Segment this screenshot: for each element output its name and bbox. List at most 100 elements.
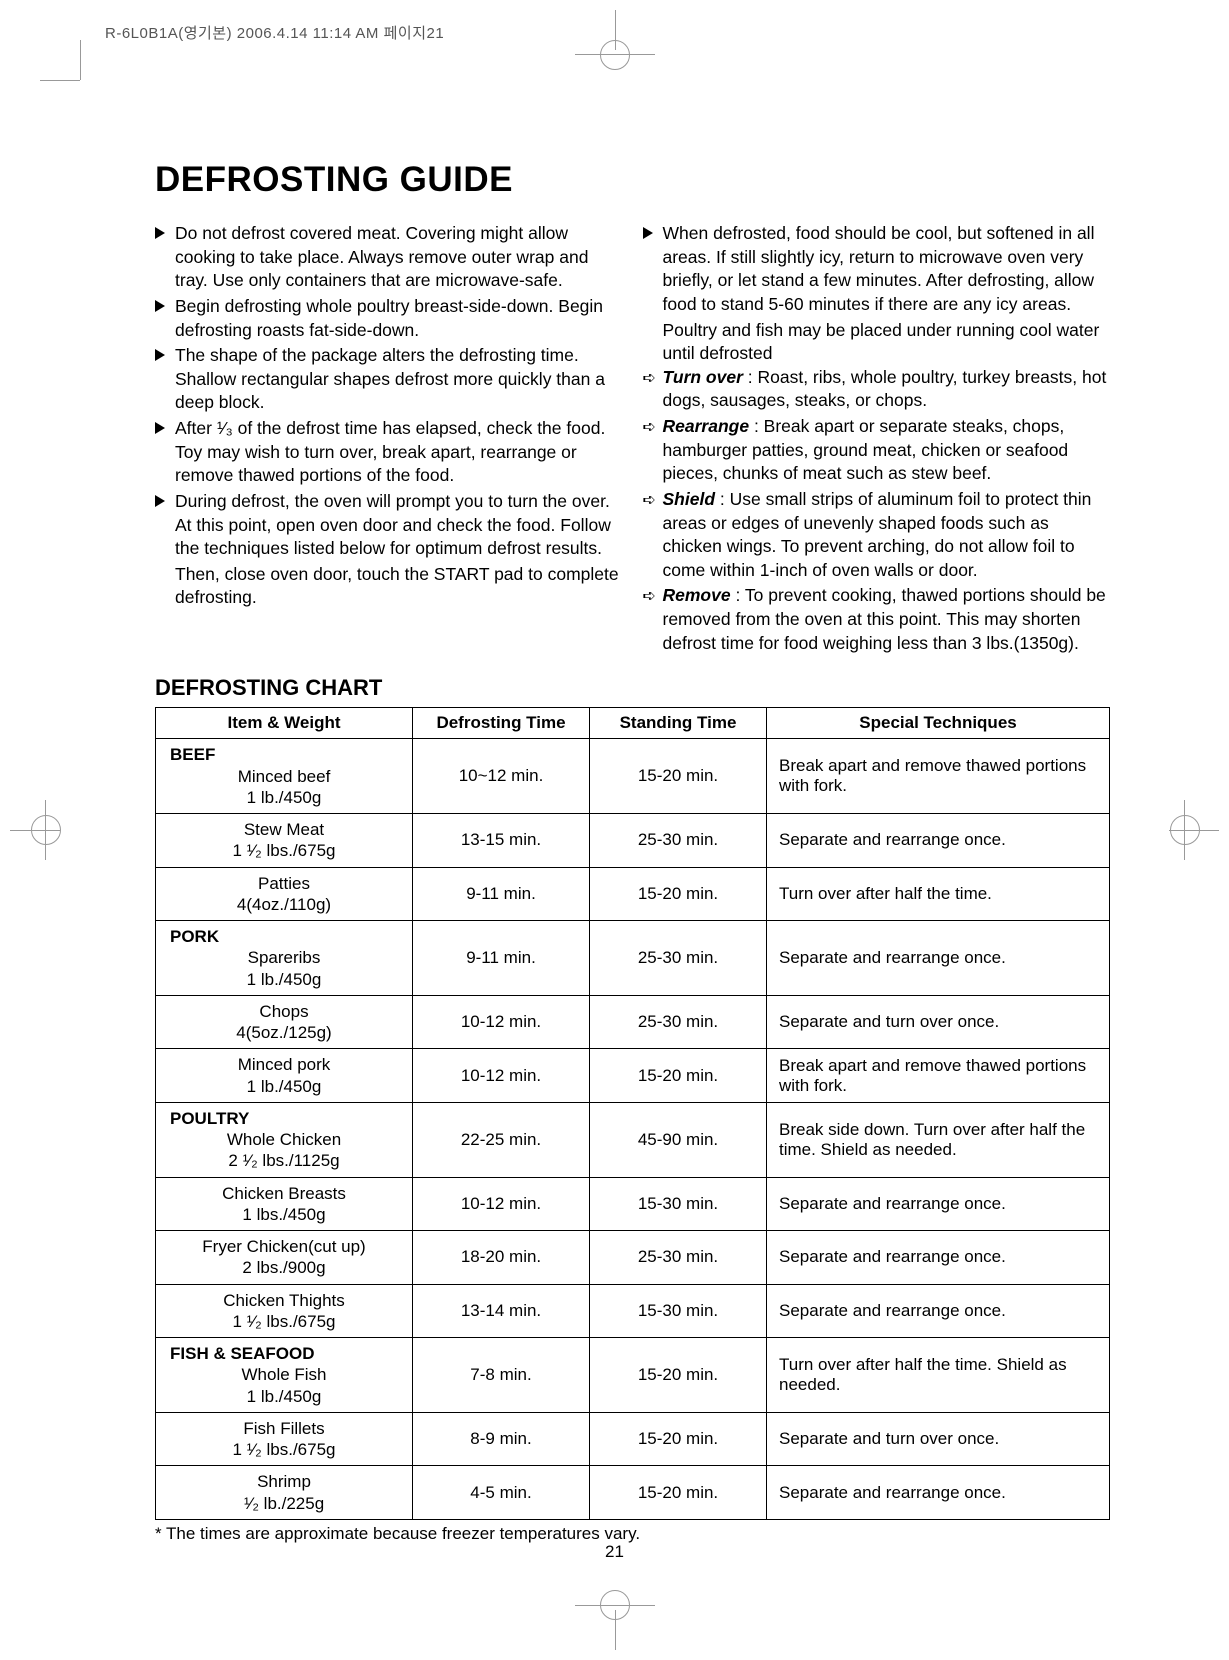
category-label: POULTRY <box>164 1108 404 1129</box>
item-name: Whole Fish <box>164 1364 404 1385</box>
bullet-text: Begin defrosting whole poultry breast-si… <box>175 296 603 340</box>
item-weight: 1 lb./450g <box>164 969 404 990</box>
sub-label: Rearrange <box>663 416 750 436</box>
table-body: BEEFMinced beef1 lb./450g10~12 min.15-20… <box>156 739 1110 1520</box>
cell-technique: Separate and rearrange once. <box>767 1231 1110 1285</box>
fraction-one-third <box>217 418 233 438</box>
table-header-row: Item & Weight Defrosting Time Standing T… <box>156 708 1110 739</box>
cell-defrost-time: 9-11 min. <box>413 867 590 921</box>
sub-label: Shield <box>663 489 716 509</box>
item-weight: 1 lbs./675g <box>164 1311 404 1332</box>
cell-standing-time: 15-30 min. <box>590 1177 767 1231</box>
cell-defrost-time: 9-11 min. <box>413 921 590 996</box>
table-row: Shrimp lb./225g4-5 min.15-20 min.Separat… <box>156 1466 1110 1520</box>
item-weight: 1 lb./450g <box>164 1386 404 1407</box>
page: R-6L0B1A(영기본) 2006.4.14 11:14 AM 페이지21 D… <box>0 0 1229 1660</box>
fraction-one-half <box>247 1312 262 1331</box>
item-name: Fish Fillets <box>164 1418 404 1439</box>
item-weight: 4(5oz./125g) <box>164 1022 404 1043</box>
cell-item-weight: POULTRYWhole Chicken2 lbs./1125g <box>156 1102 413 1177</box>
cell-standing-time: 15-20 min. <box>590 867 767 921</box>
table-row: Chicken Breasts1 lbs./450g10-12 min.15-3… <box>156 1177 1110 1231</box>
sub-item: ➪Rearrange : Break apart or separate ste… <box>643 415 1111 486</box>
item-name: Minced beef <box>164 766 404 787</box>
item-name: Minced pork <box>164 1054 404 1075</box>
col-header-standing: Standing Time <box>590 708 767 739</box>
category-label: FISH & SEAFOOD <box>164 1343 404 1364</box>
item-weight: 2 lbs./1125g <box>164 1150 404 1171</box>
crop-mark-right <box>1169 810 1219 850</box>
bullet-item: During defrost, the oven will prompt you… <box>155 490 623 561</box>
item-weight: 1 lb./450g <box>164 1076 404 1097</box>
cell-standing-time: 15-20 min. <box>590 1338 767 1413</box>
cell-item-weight: Patties4(4oz./110g) <box>156 867 413 921</box>
cell-standing-time: 15-30 min. <box>590 1284 767 1338</box>
crop-mark-bottom <box>595 1590 635 1630</box>
bullet-text: After of the defrost time has elapsed, c… <box>175 418 605 485</box>
bullet-tail: Then, close oven door, touch the START p… <box>155 563 623 610</box>
bullet-item: The shape of the package alters the defr… <box>155 344 623 415</box>
cell-technique: Break side down. Turn over after half th… <box>767 1102 1110 1177</box>
fraction-one-half <box>243 1151 258 1170</box>
fraction-one-half <box>247 841 262 860</box>
table-row: Fryer Chicken(cut up)2 lbs./900g18-20 mi… <box>156 1231 1110 1285</box>
cell-item-weight: Chops4(5oz./125g) <box>156 995 413 1049</box>
cell-defrost-time: 7-8 min. <box>413 1338 590 1413</box>
cell-technique: Separate and rearrange once. <box>767 1284 1110 1338</box>
cell-technique: Separate and rearrange once. <box>767 814 1110 868</box>
cell-item-weight: FISH & SEAFOODWhole Fish1 lb./450g <box>156 1338 413 1413</box>
left-column: Do not defrost covered meat. Covering mi… <box>155 222 623 657</box>
col-header-defrost: Defrosting Time <box>413 708 590 739</box>
cell-technique: Separate and rearrange once. <box>767 1466 1110 1520</box>
chart-title: DEFROSTING CHART <box>155 675 1110 701</box>
cell-defrost-time: 8-9 min. <box>413 1412 590 1466</box>
item-weight: 1 lb./450g <box>164 787 404 808</box>
page-number: 21 <box>605 1542 624 1562</box>
footnote: * The times are approximate because free… <box>155 1524 1110 1544</box>
cell-technique: Turn over after half the time. <box>767 867 1110 921</box>
sub-item: ➪Remove : To prevent cooking, thawed por… <box>643 584 1111 655</box>
item-name: Chicken Thights <box>164 1290 404 1311</box>
cell-defrost-time: 13-15 min. <box>413 814 590 868</box>
sub-item: ➪Shield : Use small strips of aluminum f… <box>643 488 1111 583</box>
bullet-text: The shape of the package alters the defr… <box>175 345 605 412</box>
cell-item-weight: Stew Meat1 lbs./675g <box>156 814 413 868</box>
print-header: R-6L0B1A(영기본) 2006.4.14 11:14 AM 페이지21 <box>105 22 444 43</box>
sub-label: Remove <box>663 585 731 605</box>
table-row: Stew Meat1 lbs./675g13-15 min.25-30 min.… <box>156 814 1110 868</box>
right-column: When defrosted, food should be cool, but… <box>643 222 1111 657</box>
cell-item-weight: Fryer Chicken(cut up)2 lbs./900g <box>156 1231 413 1285</box>
cell-technique: Break apart and remove thawed portions w… <box>767 739 1110 814</box>
item-name: Shrimp <box>164 1471 404 1492</box>
bullet-item: Do not defrost covered meat. Covering mi… <box>155 222 623 293</box>
cell-item-weight: Minced pork1 lb./450g <box>156 1049 413 1103</box>
item-name: Stew Meat <box>164 819 404 840</box>
triangle-icon <box>643 227 653 239</box>
arrow-icon: ➪ <box>643 490 656 512</box>
bullet-text: During defrost, the oven will prompt you… <box>175 491 611 558</box>
item-name: Fryer Chicken(cut up) <box>164 1236 404 1257</box>
page-title: DEFROSTING GUIDE <box>155 160 1110 200</box>
cell-standing-time: 15-20 min. <box>590 1049 767 1103</box>
item-name: Spareribs <box>164 947 404 968</box>
item-name: Chicken Breasts <box>164 1183 404 1204</box>
cell-standing-time: 25-30 min. <box>590 921 767 996</box>
item-weight: 1 lbs./675g <box>164 1439 404 1460</box>
cell-technique: Turn over after half the time. Shield as… <box>767 1338 1110 1413</box>
item-weight: 2 lbs./900g <box>164 1257 404 1278</box>
table-row: BEEFMinced beef1 lb./450g10~12 min.15-20… <box>156 739 1110 814</box>
crop-mark-left <box>10 810 60 850</box>
arrow-icon: ➪ <box>643 417 656 439</box>
arrow-icon: ➪ <box>643 368 656 390</box>
triangle-icon <box>155 422 165 434</box>
cell-technique: Separate and turn over once. <box>767 995 1110 1049</box>
item-weight: 1 lbs./450g <box>164 1204 404 1225</box>
crop-mark-top <box>595 30 635 70</box>
content-area: DEFROSTING GUIDE Do not defrost covered … <box>155 160 1110 1544</box>
crop-corner-top-left <box>40 80 80 81</box>
cell-standing-time: 25-30 min. <box>590 995 767 1049</box>
cell-item-weight: BEEFMinced beef1 lb./450g <box>156 739 413 814</box>
col-header-tech: Special Techniques <box>767 708 1110 739</box>
cell-defrost-time: 18-20 min. <box>413 1231 590 1285</box>
cell-defrost-time: 10~12 min. <box>413 739 590 814</box>
